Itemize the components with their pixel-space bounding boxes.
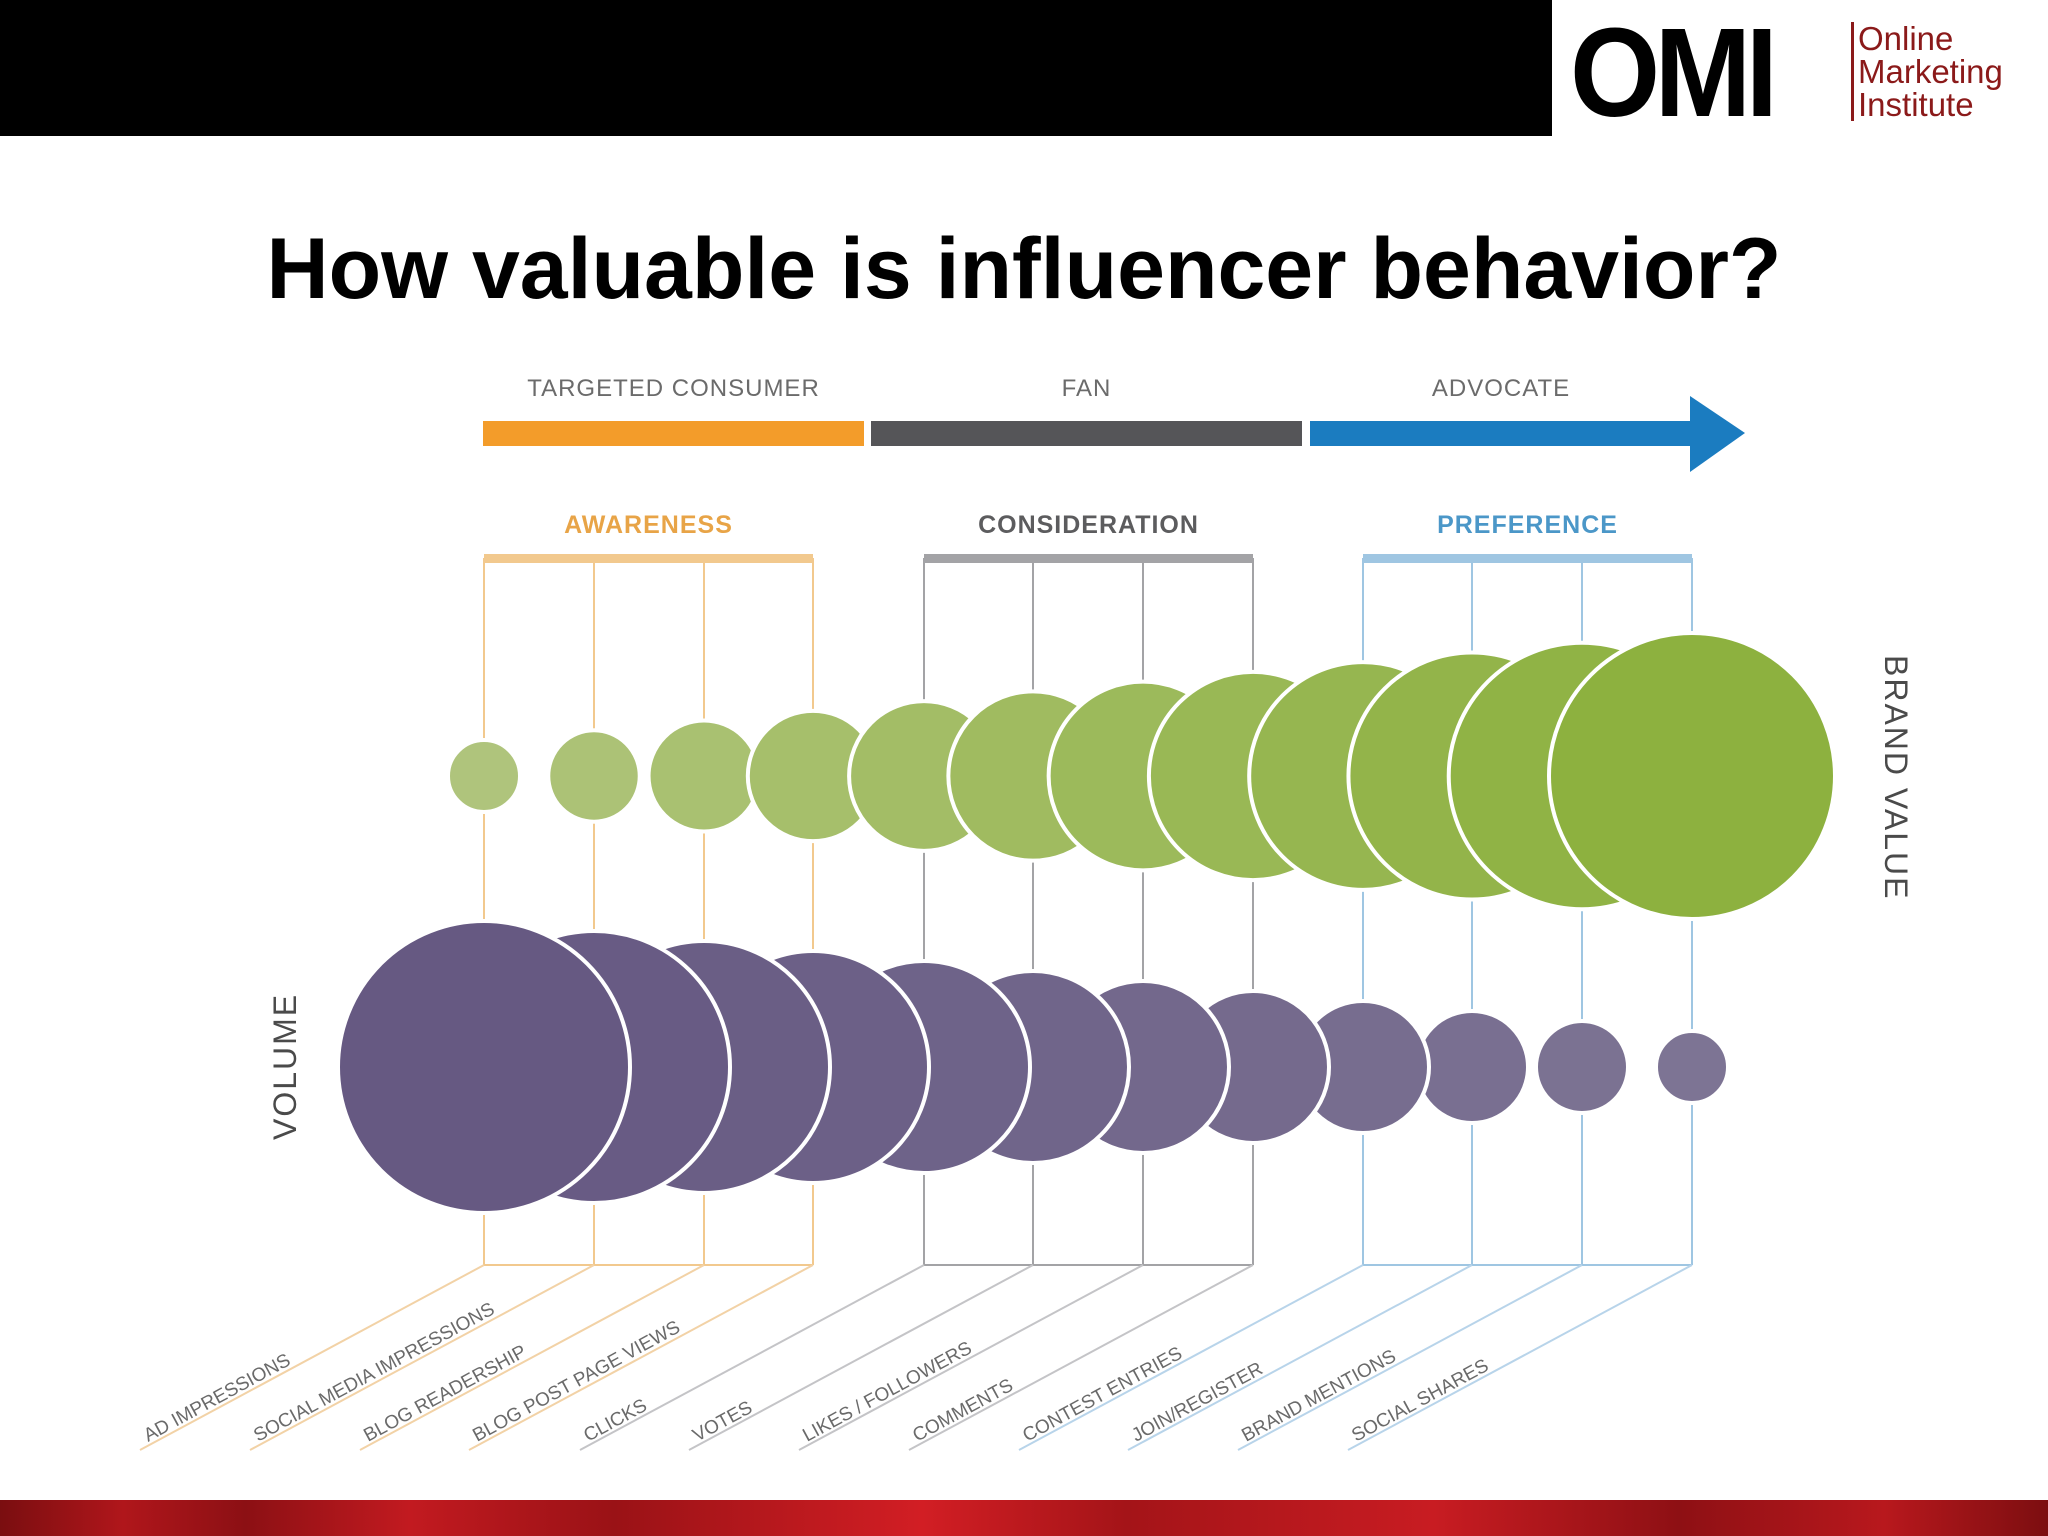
- brand-value-bubble: [446, 738, 522, 814]
- funnel-bracket: [484, 554, 813, 563]
- top-bar: [0, 0, 1552, 136]
- stage-label: ADVOCATE: [1432, 375, 1570, 402]
- category-label: VOTES: [689, 1397, 756, 1446]
- category-leader-line: [468, 1264, 814, 1451]
- volume-axis-label: VOLUME: [267, 993, 303, 1140]
- category-label: CLICKS: [580, 1395, 650, 1446]
- stage-bar: [483, 421, 864, 446]
- volume-bubble: [1534, 1019, 1630, 1115]
- bottom-bar: [0, 1500, 2048, 1536]
- category-leader-line: [1127, 1264, 1473, 1451]
- category-leader-line: [798, 1264, 1144, 1451]
- category-label: BLOG POST PAGE VIEWS: [469, 1317, 683, 1446]
- category-leader-line: [1237, 1264, 1583, 1451]
- stage-arrow-head: [1690, 396, 1745, 472]
- funnel-label: AWARENESS: [564, 511, 733, 539]
- logo-text: Online Marketing Institute: [1851, 22, 2003, 121]
- funnel-label: CONSIDERATION: [978, 511, 1199, 539]
- category-leader-line: [1347, 1264, 1693, 1451]
- logo-line-3: Institute: [1858, 86, 1974, 123]
- stage-bar: [1310, 421, 1692, 446]
- stage-label: TARGETED CONSUMER: [527, 375, 820, 402]
- category-leader-line: [908, 1264, 1254, 1451]
- volume-bubble: [1414, 1009, 1530, 1125]
- funnel-bracket: [924, 554, 1253, 563]
- category-leader-line: [139, 1264, 485, 1451]
- logo-mark: OMI: [1570, 2, 1778, 143]
- funnel-bracket: [1363, 554, 1692, 563]
- influencer-value-diagram: TARGETED CONSUMER FAN ADVOCATE AWARENESS CON…: [139, 375, 1914, 1451]
- volume-bubble: [1654, 1029, 1730, 1105]
- logo-line-2: Marketing: [1858, 53, 2003, 90]
- stage-bar: [871, 421, 1302, 446]
- stage-label: FAN: [1062, 375, 1112, 402]
- category-leader-line: [249, 1264, 595, 1451]
- brand-value-axis-label: BRAND VALUE: [1878, 655, 1914, 900]
- omi-logo: OMI Online Marketing Institute: [1570, 2, 2040, 143]
- slide-title: How valuable is influencer behavior?: [266, 221, 1782, 317]
- brand-value-bubble: [1547, 631, 1837, 921]
- category-leader-line: [579, 1264, 925, 1451]
- logo-line-1: Online: [1858, 20, 1954, 57]
- category-leader-line: [359, 1264, 705, 1451]
- brand-value-bubble: [646, 718, 762, 834]
- category-label: COMMENTS: [909, 1375, 1016, 1446]
- funnel-label: PREFERENCE: [1437, 511, 1618, 539]
- brand-value-bubble: [546, 728, 642, 824]
- category-leader-line: [1018, 1264, 1364, 1451]
- category-leader-line: [688, 1264, 1034, 1451]
- volume-bubble: [336, 919, 632, 1215]
